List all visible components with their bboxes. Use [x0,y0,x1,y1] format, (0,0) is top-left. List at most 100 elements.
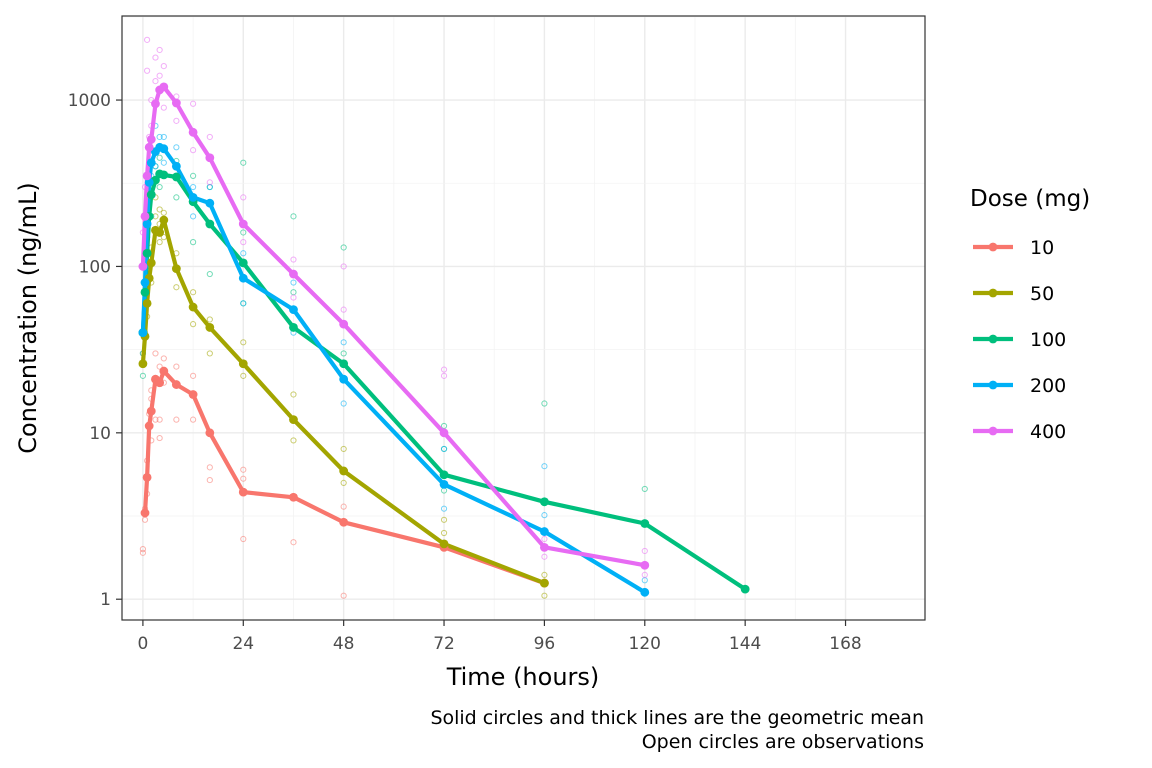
mean-point-100 [142,248,152,258]
observation-point [152,416,159,423]
observation-point [189,183,197,191]
x-tick-label: 24 [232,634,254,654]
x-tick-label: 120 [629,634,661,654]
observation-point [340,445,347,453]
mean-point-400 [238,219,248,229]
observation-point [173,194,180,201]
observation-point [541,571,548,578]
observation-point [290,256,297,263]
observation-point [156,206,163,213]
mean-point-200 [238,273,248,283]
observation-point [156,363,163,370]
mean-point-400 [205,153,215,163]
mean-point-10 [159,366,169,376]
x-tick-label: 72 [433,634,455,654]
mean-point-50 [171,264,181,274]
mean-point-400 [151,99,160,109]
observation-point [152,77,159,85]
observation-point [189,213,197,220]
observation-point [240,475,247,482]
mean-point-50 [159,215,169,225]
observation-point [160,62,167,70]
y-tick-label: 1000 [68,91,111,111]
mean-point-200 [140,278,150,287]
mean-point-400 [146,135,156,144]
legend-label: 100 [1030,329,1066,351]
mean-point-10 [289,492,298,502]
mean-point-200 [138,328,148,338]
mean-point-100 [740,584,750,594]
observation-point [156,154,163,161]
observation-point [541,400,548,407]
x-tick-label: 168 [829,634,861,654]
observation-point [189,147,197,154]
x-axis-title: Time (hours) [446,663,600,691]
observation-point [160,159,167,166]
mean-point-100 [439,470,449,480]
mean-point-10 [144,421,154,431]
observation-point [206,270,213,278]
mean-point-100 [238,258,248,268]
mean-point-50 [142,298,152,308]
observation-point [156,183,163,191]
mean-point-400 [439,428,449,438]
x-tick-label: 48 [333,634,355,654]
mean-point-400 [540,542,549,552]
mean-point-200 [159,144,169,154]
mean-point-10 [140,508,150,518]
mean-point-10 [339,517,349,527]
panel-background [122,16,925,620]
observation-point [340,479,347,487]
observation-point [206,183,213,191]
observation-point [340,503,347,510]
mean-point-10 [146,406,156,416]
panel-border [121,15,926,621]
mean-point-400 [188,127,198,137]
observation-point [340,263,347,270]
observation-point [641,571,648,578]
observation-point [160,209,167,216]
mean-point-50 [205,323,215,332]
observation-point [290,294,297,301]
observation-point [240,194,247,201]
observation-point [290,539,297,546]
grid-lines [122,16,925,620]
mean-point-50 [339,466,349,476]
mean-point-200 [142,219,152,229]
y-axis: 1 10 100 1000 [68,91,122,610]
mean-point-50 [146,258,156,268]
observation-point [541,512,548,519]
mean-point-100 [640,519,650,528]
observation-point [206,464,213,471]
observation-point [206,316,213,323]
observation-point [160,355,167,362]
mean-point-100 [146,190,156,200]
legend-label: 200 [1030,375,1066,397]
observation-point [240,300,247,307]
mean-point-200 [640,587,650,597]
y-axis-title: Concentration (ng/mL) [14,182,42,453]
mean-point-200 [205,198,215,208]
mean-point-100 [159,170,169,180]
mean-point-400 [140,211,150,221]
mean-point-200 [339,374,349,384]
observation-point [156,72,163,79]
observation-point [189,321,197,328]
mean-point-100 [140,287,150,297]
observation-point [541,592,548,599]
mean-point-400 [159,82,169,92]
observation-point [340,306,347,313]
mean-point-400 [144,142,154,152]
observation-point [156,133,163,141]
observation-point [173,363,180,370]
observation-point [440,366,448,373]
legend-item-10: 10 [973,237,1054,259]
x-tick-label: 96 [534,634,556,654]
mean-point-100 [339,359,349,369]
observation-point [240,229,247,236]
observation-point [340,592,347,599]
y-tick-label: 10 [89,424,111,444]
observation-point [240,372,247,379]
observation-point [240,466,247,473]
observation-point [290,437,297,444]
